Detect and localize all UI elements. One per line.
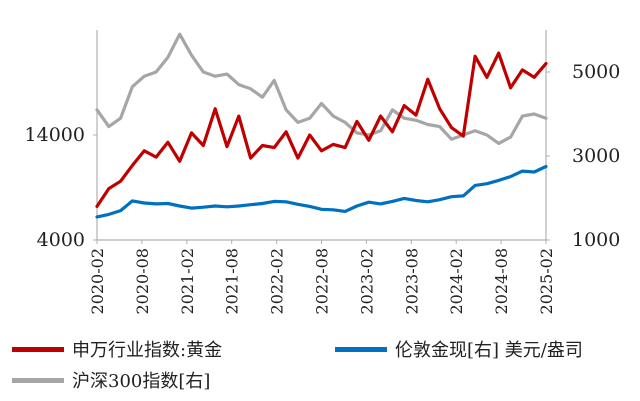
right-tick-label: 5000 [572,61,620,83]
series-line-london-gold [95,164,548,219]
left-tick-label: 14000 [25,124,85,146]
axes [93,30,550,244]
legend-swatch-london-gold [335,346,387,352]
right-tick-label: 3000 [572,145,620,167]
legend-item-csi300: 沪深300指数[右] [12,367,210,393]
x-tick-label: 2023-02 [357,248,376,314]
x-tick-label: 2025-02 [537,248,556,314]
legend-label-gold-index: 申万行业指数:黄金 [72,340,223,361]
legend-label-london-gold: 伦敦金现[右] 美元/盎司 [395,340,583,361]
series-line-csi300 [95,32,548,145]
x-tick-label: 2022-08 [313,248,332,314]
legend-label-csi300: 沪深300指数[右] [72,371,211,392]
legend-swatch-csi300 [12,377,64,383]
x-tick-label: 2021-02 [178,248,197,314]
series-line-gold-index [95,51,548,208]
legend-item-london-gold: 伦敦金现[右] 美元/盎司 [335,336,583,362]
legend-item-gold-index: 申万行业指数:黄金 [12,336,222,362]
x-tick-label: 2021-08 [223,248,242,314]
left-tick-label: 4000 [37,229,85,251]
x-tick-label: 2023-08 [402,248,421,314]
x-tick-label: 2024-02 [447,248,466,314]
x-tick-label: 2022-02 [268,248,287,314]
series-group [95,32,548,219]
x-tick-label: 2024-08 [492,248,511,314]
x-tick-label: 2020-02 [88,248,107,314]
right-tick-label: 1000 [572,229,620,251]
legend: 申万行业指数:黄金 伦敦金现[右] 美元/盎司 沪深300指数[右] [0,326,640,401]
tick-labels: 4000 14000 1000 3000 5000 2020-02 2020-08 2021-… [25,61,621,314]
x-tick-label: 2020-08 [133,248,152,314]
legend-swatch-gold-index [12,346,64,352]
chart: 4000 14000 1000 3000 5000 2020-02 2020-08 2021-… [25,30,621,314]
